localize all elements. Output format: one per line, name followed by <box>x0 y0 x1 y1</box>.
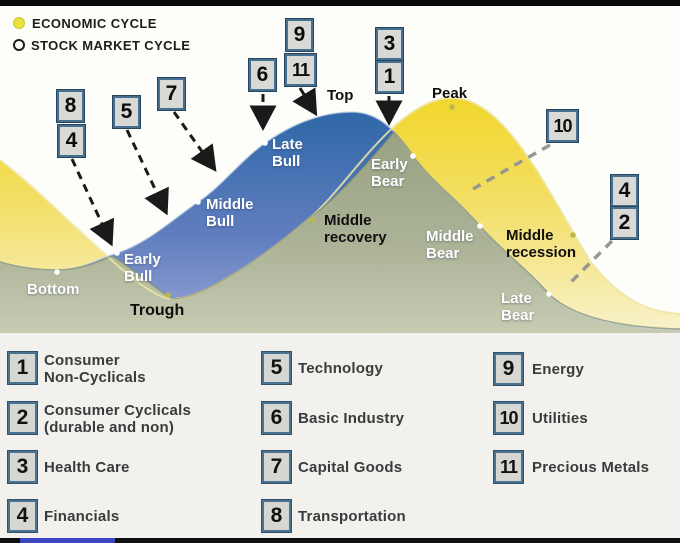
legend-sector-box-2: 2 <box>8 402 37 434</box>
bottom-bar-accent <box>20 538 115 543</box>
chart-sector-box-4: 4 <box>611 175 638 207</box>
legend-sector-label-1: Consumer Non-Cyclicals <box>44 352 146 386</box>
phase-label-middle-recovery: Middle recovery <box>324 212 387 246</box>
market-phase-dot-6 <box>477 223 483 229</box>
legend-sector-box-7: 7 <box>262 451 291 483</box>
legend-sector-box-6: 6 <box>262 402 291 434</box>
sector-legend <box>0 333 680 538</box>
phase-label-early-bull: Early Bull <box>124 251 161 285</box>
phase-label-top: Top <box>327 87 354 104</box>
chart-sector-box-6: 6 <box>249 59 276 91</box>
legend-sector-box-11: 11 <box>494 451 523 483</box>
phase-label-middle-bear: Middle Bear <box>426 228 474 262</box>
legend-sector-box-10: 10 <box>494 402 523 434</box>
market-phase-dot-5 <box>410 153 416 159</box>
callout-arrow-4 <box>292 87 318 117</box>
economic-phase-dot-0 <box>165 292 171 298</box>
legend-sector-label-5: Technology <box>298 360 384 377</box>
legend-sector-label-10: Utilities <box>532 410 588 427</box>
phase-label-middle-bull: Middle Bull <box>206 196 254 230</box>
market-phase-dot-4 <box>328 104 334 110</box>
stock-market-cycle-key-label: STOCK MARKET CYCLE <box>31 37 191 53</box>
legend-sector-label-8: Transportation <box>298 508 406 525</box>
chart-sector-box-4: 4 <box>58 125 85 157</box>
bottom-border-bar <box>0 538 680 543</box>
phase-label-late-bear: Late Bear <box>501 290 535 324</box>
cycle-chart: ECONOMIC CYCLE STOCK MARKET CYCLE Bottom… <box>0 6 680 333</box>
legend-sector-box-5: 5 <box>262 352 291 384</box>
phase-label-late-bull: Late Bull <box>272 136 303 170</box>
phase-label-bottom: Bottom <box>27 281 80 298</box>
chart-sector-box-7: 7 <box>158 78 185 110</box>
economic-cycle-key-label: ECONOMIC CYCLE <box>32 15 157 31</box>
market-phase-dot-1 <box>114 250 120 256</box>
chart-sector-box-2: 2 <box>611 207 638 239</box>
overlap-edge <box>0 130 680 330</box>
legend-sector-box-4: 4 <box>8 500 37 532</box>
legend-sector-box-1: 1 <box>8 352 37 384</box>
chart-key-market: STOCK MARKET CYCLE <box>13 34 190 56</box>
economic-phase-dot-2 <box>449 104 455 110</box>
phase-label-peak: Peak <box>432 85 468 102</box>
legend-sector-label-11: Precious Metals <box>532 459 650 476</box>
legend-sector-box-9: 9 <box>494 353 523 385</box>
stock-market-cycle-circle-icon <box>13 39 25 51</box>
legend-sector-box-8: 8 <box>262 500 291 532</box>
cycle-overlap-area <box>0 132 680 333</box>
chart-sector-box-11: 11 <box>285 54 316 86</box>
market-phase-dot-2 <box>195 199 201 205</box>
chart-key-economic: ECONOMIC CYCLE <box>13 12 190 34</box>
legend-sector-label-4: Financials <box>44 508 120 525</box>
chart-sector-box-9: 9 <box>286 19 313 51</box>
chart-key: ECONOMIC CYCLE STOCK MARKET CYCLE <box>13 12 190 56</box>
top-border-bar <box>0 0 680 6</box>
callout-arrow-7 <box>565 239 614 288</box>
callout-arrow-0 <box>70 158 115 247</box>
economic-phase-dot-3 <box>570 232 576 238</box>
economic-cycle-edge <box>0 96 680 315</box>
market-phase-dot-3 <box>262 140 268 146</box>
phase-label-trough: Trough <box>130 302 185 319</box>
legend-sector-label-6: Basic Industry <box>298 410 405 427</box>
legend-sector-label-9: Energy <box>532 361 585 378</box>
market-phase-dot-7 <box>546 291 552 297</box>
cycle-curves-svg <box>0 87 680 333</box>
phase-label-early-bear: Early Bear <box>371 156 408 190</box>
legend-sector-box-3: 3 <box>8 451 37 483</box>
economic-cycle-dot-icon <box>13 17 25 29</box>
callout-arrow-2 <box>172 111 217 172</box>
callout-arrow-1 <box>125 129 169 216</box>
legend-sector-label-3: Health Care <box>44 459 130 476</box>
legend-sector-label-7: Capital Goods <box>298 459 403 476</box>
chart-sector-box-5: 5 <box>113 96 140 128</box>
chart-sector-box-10: 10 <box>547 110 578 142</box>
chart-sector-box-1: 1 <box>376 61 403 93</box>
market-phase-dot-0 <box>54 269 60 275</box>
economic-phase-dot-1 <box>309 217 315 223</box>
legend-sector-label-2: Consumer Cyclicals (durable and non) <box>44 402 191 436</box>
chart-sector-box-3: 3 <box>376 28 403 60</box>
phase-label-middle-recession: Middle recession <box>506 227 577 261</box>
chart-sector-box-8: 8 <box>57 90 84 122</box>
